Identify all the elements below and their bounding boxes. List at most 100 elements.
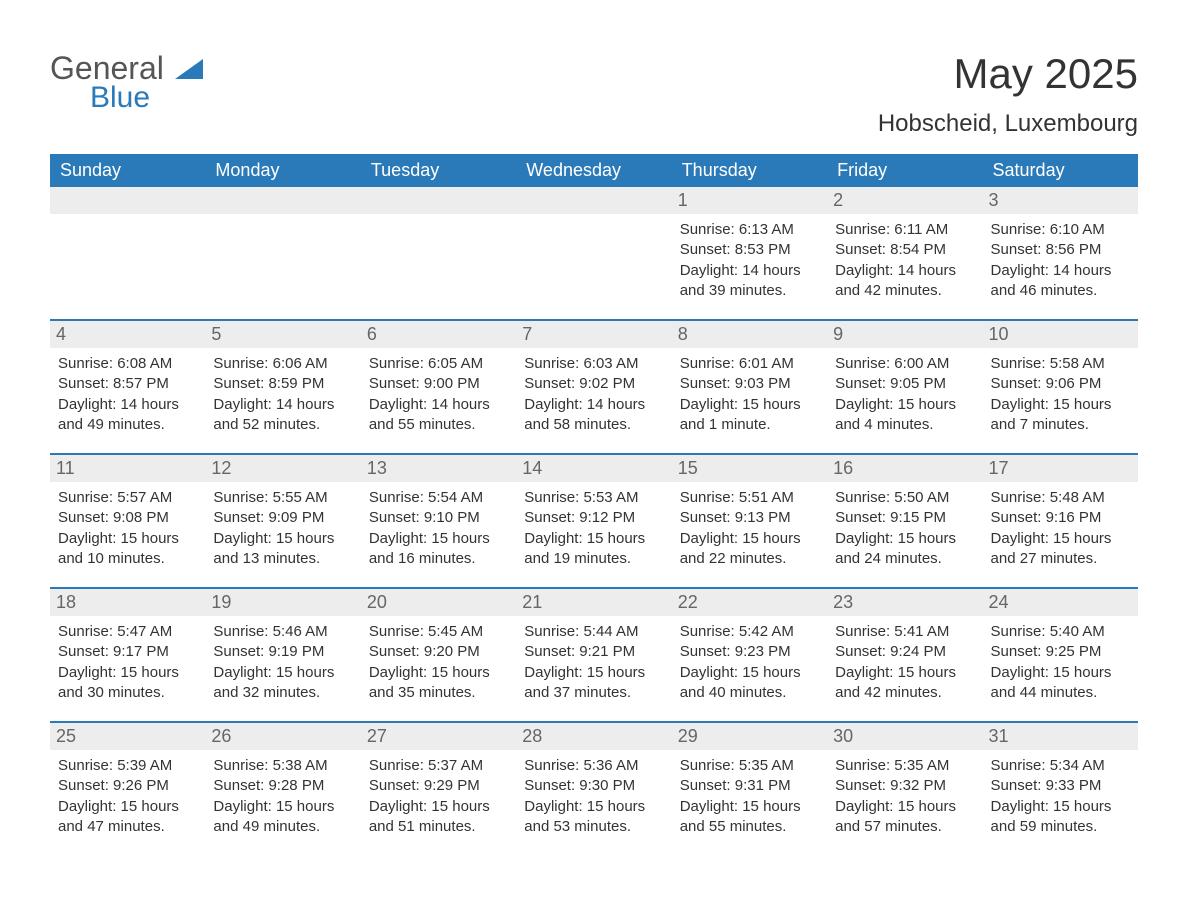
daylight-text: Daylight: 15 hours and 44 minutes. — [991, 663, 1130, 704]
day-number: 7 — [516, 321, 671, 348]
day-body: Sunrise: 5:46 AMSunset: 9:19 PMDaylight:… — [213, 622, 352, 703]
calendar-cell: 26 Sunrise: 5:38 AMSunset: 9:28 PMDayligh… — [205, 723, 360, 855]
sunrise-text: Sunrise: 5:47 AM — [58, 622, 197, 642]
sunrise-text: Sunrise: 5:35 AM — [835, 756, 974, 776]
daylight-text: Daylight: 15 hours and 37 minutes. — [524, 663, 663, 704]
day-number: 30 — [827, 723, 982, 750]
day-number: 25 — [50, 723, 205, 750]
calendar-week: 11Sunrise: 5:57 AMSunset: 9:08 PMDayligh… — [50, 453, 1138, 587]
day-number — [205, 187, 360, 214]
sunset-text: Sunset: 9:28 PM — [213, 776, 352, 796]
day-body: Sunrise: 6:05 AMSunset: 9:00 PMDaylight:… — [369, 354, 508, 435]
daylight-text: Daylight: 15 hours and 16 minutes. — [369, 529, 508, 570]
day-body: Sunrise: 5:44 AMSunset: 9:21 PMDaylight:… — [524, 622, 663, 703]
sunrise-text: Sunrise: 5:36 AM — [524, 756, 663, 776]
calendar-cell: 23Sunrise: 5:41 AMSunset: 9:24 PMDayligh… — [827, 589, 982, 721]
sunrise-text: Sunrise: 5:38 AM — [213, 756, 352, 776]
day-body: Sunrise: 5:38 AMSunset: 9:28 PMDaylight:… — [213, 756, 352, 837]
calendar-cell — [516, 187, 671, 319]
calendar-cell: 7 Sunrise: 6:03 AMSunset: 9:02 PMDaylight… — [516, 321, 671, 453]
calendar-cell: 30 Sunrise: 5:35 AMSunset: 9:32 PMDayligh… — [827, 723, 982, 855]
daylight-text: Daylight: 15 hours and 47 minutes. — [58, 797, 197, 838]
day-body: Sunrise: 5:48 AMSunset: 9:16 PMDaylight:… — [991, 488, 1130, 569]
sunset-text: Sunset: 9:00 PM — [369, 374, 508, 394]
day-body: Sunrise: 5:40 AMSunset: 9:25 PMDaylight:… — [991, 622, 1130, 703]
daylight-text: Daylight: 15 hours and 22 minutes. — [680, 529, 819, 570]
calendar-cell: 6Sunrise: 6:05 AMSunset: 9:00 PMDaylight… — [361, 321, 516, 453]
sunrise-text: Sunrise: 6:03 AM — [524, 354, 663, 374]
day-header: Tuesday — [361, 154, 516, 187]
calendar-cell: 19Sunrise: 5:46 AMSunset: 9:19 PMDayligh… — [205, 589, 360, 721]
sunset-text: Sunset: 9:24 PM — [835, 642, 974, 662]
calendar-cell: 25Sunrise: 5:39 AMSunset: 9:26 PMDayligh… — [50, 723, 205, 855]
day-body: Sunrise: 5:50 AMSunset: 9:15 PMDaylight:… — [835, 488, 974, 569]
sunset-text: Sunset: 9:02 PM — [524, 374, 663, 394]
sunrise-text: Sunrise: 6:13 AM — [680, 220, 819, 240]
page-title: May 2025 — [878, 50, 1138, 98]
sunset-text: Sunset: 9:08 PM — [58, 508, 197, 528]
daylight-text: Daylight: 15 hours and 53 minutes. — [524, 797, 663, 838]
calendar-cell: 21 Sunrise: 5:44 AMSunset: 9:21 PMDayligh… — [516, 589, 671, 721]
daylight-text: Daylight: 15 hours and 19 minutes. — [524, 529, 663, 570]
calendar-cell: 20Sunrise: 5:45 AMSunset: 9:20 PMDayligh… — [361, 589, 516, 721]
day-body: Sunrise: 6:13 AMSunset: 8:53 PMDaylight:… — [680, 220, 819, 301]
day-number: 31 — [983, 723, 1138, 750]
sunrise-text: Sunrise: 5:45 AM — [369, 622, 508, 642]
sunset-text: Sunset: 9:33 PM — [991, 776, 1130, 796]
sunset-text: Sunset: 9:06 PM — [991, 374, 1130, 394]
sunset-text: Sunset: 9:25 PM — [991, 642, 1130, 662]
daylight-text: Daylight: 15 hours and 51 minutes. — [369, 797, 508, 838]
day-body: Sunrise: 5:57 AMSunset: 9:08 PMDaylight:… — [58, 488, 197, 569]
calendar-cell: 3Sunrise: 6:10 AMSunset: 8:56 PMDaylight… — [983, 187, 1138, 319]
sunset-text: Sunset: 9:21 PM — [524, 642, 663, 662]
sunrise-text: Sunrise: 6:00 AM — [835, 354, 974, 374]
day-body: Sunrise: 5:41 AMSunset: 9:24 PMDaylight:… — [835, 622, 974, 703]
calendar-cell: 18Sunrise: 5:47 AMSunset: 9:17 PMDayligh… — [50, 589, 205, 721]
sunrise-text: Sunrise: 6:01 AM — [680, 354, 819, 374]
calendar-week: 4Sunrise: 6:08 AMSunset: 8:57 PMDaylight… — [50, 319, 1138, 453]
calendar-week: 25Sunrise: 5:39 AMSunset: 9:26 PMDayligh… — [50, 721, 1138, 855]
daylight-text: Daylight: 15 hours and 32 minutes. — [213, 663, 352, 704]
day-number: 12 — [205, 455, 360, 482]
day-number: 21 — [516, 589, 671, 616]
sunrise-text: Sunrise: 5:39 AM — [58, 756, 197, 776]
sunrise-text: Sunrise: 6:10 AM — [991, 220, 1130, 240]
day-number: 9 — [827, 321, 982, 348]
calendar-cell: 4Sunrise: 6:08 AMSunset: 8:57 PMDaylight… — [50, 321, 205, 453]
day-body: Sunrise: 6:11 AMSunset: 8:54 PMDaylight:… — [835, 220, 974, 301]
daylight-text: Daylight: 15 hours and 1 minute. — [680, 395, 819, 436]
calendar-cell: 31Sunrise: 5:34 AMSunset: 9:33 PMDayligh… — [983, 723, 1138, 855]
day-body: Sunrise: 5:45 AMSunset: 9:20 PMDaylight:… — [369, 622, 508, 703]
day-body: Sunrise: 5:36 AMSunset: 9:30 PMDaylight:… — [524, 756, 663, 837]
day-number — [516, 187, 671, 214]
day-header: Wednesday — [516, 154, 671, 187]
daylight-text: Daylight: 15 hours and 30 minutes. — [58, 663, 197, 704]
day-header: Saturday — [983, 154, 1138, 187]
day-body: Sunrise: 6:00 AMSunset: 9:05 PMDaylight:… — [835, 354, 974, 435]
day-body: Sunrise: 5:35 AMSunset: 9:32 PMDaylight:… — [835, 756, 974, 837]
day-number: 22 — [672, 589, 827, 616]
sunset-text: Sunset: 8:56 PM — [991, 240, 1130, 260]
daylight-text: Daylight: 14 hours and 42 minutes. — [835, 261, 974, 302]
day-body: Sunrise: 5:35 AMSunset: 9:31 PMDaylight:… — [680, 756, 819, 837]
day-body: Sunrise: 5:47 AMSunset: 9:17 PMDaylight:… — [58, 622, 197, 703]
day-number: 26 — [205, 723, 360, 750]
sunset-text: Sunset: 9:03 PM — [680, 374, 819, 394]
sunset-text: Sunset: 8:59 PM — [213, 374, 352, 394]
sunset-text: Sunset: 9:29 PM — [369, 776, 508, 796]
day-body: Sunrise: 6:03 AMSunset: 9:02 PMDaylight:… — [524, 354, 663, 435]
sunset-text: Sunset: 9:17 PM — [58, 642, 197, 662]
daylight-text: Daylight: 14 hours and 39 minutes. — [680, 261, 819, 302]
calendar-cell: 14Sunrise: 5:53 AMSunset: 9:12 PMDayligh… — [516, 455, 671, 587]
day-header: Thursday — [672, 154, 827, 187]
sunset-text: Sunset: 9:05 PM — [835, 374, 974, 394]
day-header: Friday — [827, 154, 982, 187]
daylight-text: Daylight: 15 hours and 13 minutes. — [213, 529, 352, 570]
sunset-text: Sunset: 9:30 PM — [524, 776, 663, 796]
daylight-text: Daylight: 15 hours and 49 minutes. — [213, 797, 352, 838]
sunrise-text: Sunrise: 5:53 AM — [524, 488, 663, 508]
calendar-cell — [361, 187, 516, 319]
header: General Blue May 2025 Hobscheid, Luxembo… — [50, 50, 1138, 138]
calendar-cell: 27Sunrise: 5:37 AMSunset: 9:29 PMDayligh… — [361, 723, 516, 855]
sunrise-text: Sunrise: 5:57 AM — [58, 488, 197, 508]
